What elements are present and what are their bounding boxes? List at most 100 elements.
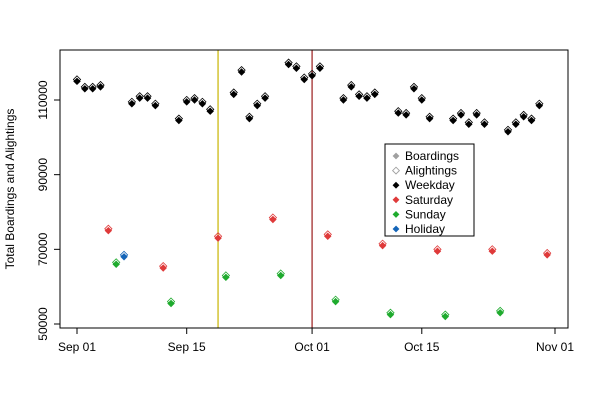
boarding-point xyxy=(253,101,261,110)
alighting-point xyxy=(198,97,207,107)
boarding-point xyxy=(112,260,120,268)
alighting-point xyxy=(527,114,536,123)
boarding-point xyxy=(245,114,254,123)
boarding-point xyxy=(167,299,175,308)
boarding-point xyxy=(261,94,269,102)
alighting-point xyxy=(213,232,223,241)
boarding-point xyxy=(135,94,144,102)
alighting-point xyxy=(206,105,215,114)
boarding-point xyxy=(410,85,418,93)
boarding-point xyxy=(472,111,481,119)
boarding-point xyxy=(425,114,434,123)
boarding-point xyxy=(331,297,340,306)
boarding-point xyxy=(81,85,89,93)
alighting-point xyxy=(104,224,113,233)
boarding-point xyxy=(269,215,277,224)
alighting-point xyxy=(72,75,82,84)
legend-box xyxy=(384,143,475,237)
boarding-point xyxy=(190,96,199,104)
alighting-point xyxy=(127,97,137,107)
boarding-point xyxy=(449,116,457,125)
alighting-point xyxy=(448,114,458,123)
boarding-point xyxy=(159,264,167,272)
boarding-point xyxy=(386,310,395,319)
alighting-point xyxy=(119,250,129,260)
boarding-point xyxy=(128,100,136,108)
alighting-point xyxy=(354,90,364,99)
alighting-point xyxy=(401,108,411,118)
alighting-point xyxy=(441,310,450,319)
alighting-point xyxy=(503,125,513,135)
boarding-point xyxy=(441,312,450,321)
boarding-point xyxy=(363,94,371,102)
legend: BoardingsAlightingsWeekdaySaturdaySunday… xyxy=(384,143,475,237)
boarding-point xyxy=(543,251,551,259)
alighting-point xyxy=(260,92,270,101)
alighting-point xyxy=(190,93,199,103)
alighting-point xyxy=(386,308,395,317)
alighting-point xyxy=(394,107,403,116)
boarding-point xyxy=(504,128,512,136)
alighting-point xyxy=(472,108,481,118)
alighting-point xyxy=(292,62,301,71)
legend-label: Weekday xyxy=(405,178,455,192)
legend-label: Boardings xyxy=(405,149,459,163)
x-axis: Sep 01 Sep 15 Oct 01 Oct 15 Nov 01 xyxy=(58,327,574,354)
y-tick-label: 90000 xyxy=(36,158,50,192)
legend-marker xyxy=(392,181,400,189)
boarding-point xyxy=(222,273,230,282)
boarding-point xyxy=(300,75,308,84)
alighting-point xyxy=(253,99,262,108)
alighting-point xyxy=(464,118,473,127)
alighting-point xyxy=(456,108,466,118)
alighting-point xyxy=(535,99,544,108)
boarding-point xyxy=(512,120,520,128)
alighting-point xyxy=(143,92,152,101)
alighting-point xyxy=(307,69,317,79)
boarding-point xyxy=(277,271,285,280)
alighting-point xyxy=(417,93,426,103)
legend-label: Saturday xyxy=(405,193,453,207)
boarding-point xyxy=(143,94,152,102)
boarding-point xyxy=(371,90,379,99)
alighting-point xyxy=(339,93,348,103)
boarding-point xyxy=(96,83,105,91)
legend-label: Sunday xyxy=(405,207,446,221)
alighting-point xyxy=(519,110,528,120)
alighting-point xyxy=(112,258,121,267)
alighting-point xyxy=(229,88,238,97)
boarding-point xyxy=(104,226,113,235)
boarding-point xyxy=(433,247,442,255)
alighting-point xyxy=(378,239,387,248)
alighting-point xyxy=(276,269,285,278)
alighting-point xyxy=(88,82,97,92)
alighting-point xyxy=(221,271,231,280)
boarding-point xyxy=(308,72,316,80)
x-tick-label: Sep 15 xyxy=(168,340,206,354)
boarding-point xyxy=(175,116,183,125)
boarding-point xyxy=(73,77,81,86)
legend-marker xyxy=(392,152,400,160)
boarding-point xyxy=(120,253,128,261)
data-points xyxy=(72,58,552,321)
boarding-point xyxy=(206,107,214,115)
alighting-point xyxy=(362,92,372,101)
alighting-point xyxy=(480,118,489,127)
y-axis: 50000 70000 90000 110000 xyxy=(36,80,61,341)
boarding-point xyxy=(488,247,497,255)
boarding-point xyxy=(88,85,97,93)
legend-marker xyxy=(391,166,401,175)
alighting-point xyxy=(511,118,520,127)
alighting-point xyxy=(433,245,442,254)
boarding-point xyxy=(182,98,191,106)
alighting-point xyxy=(425,112,434,121)
alighting-point xyxy=(284,58,293,67)
alighting-point xyxy=(300,73,309,82)
legend-marker xyxy=(392,196,400,204)
boarding-point xyxy=(229,90,238,99)
alighting-point xyxy=(174,114,184,123)
alighting-point xyxy=(495,306,505,316)
alighting-point xyxy=(96,80,105,90)
x-tick-label: Sep 01 xyxy=(58,340,96,354)
